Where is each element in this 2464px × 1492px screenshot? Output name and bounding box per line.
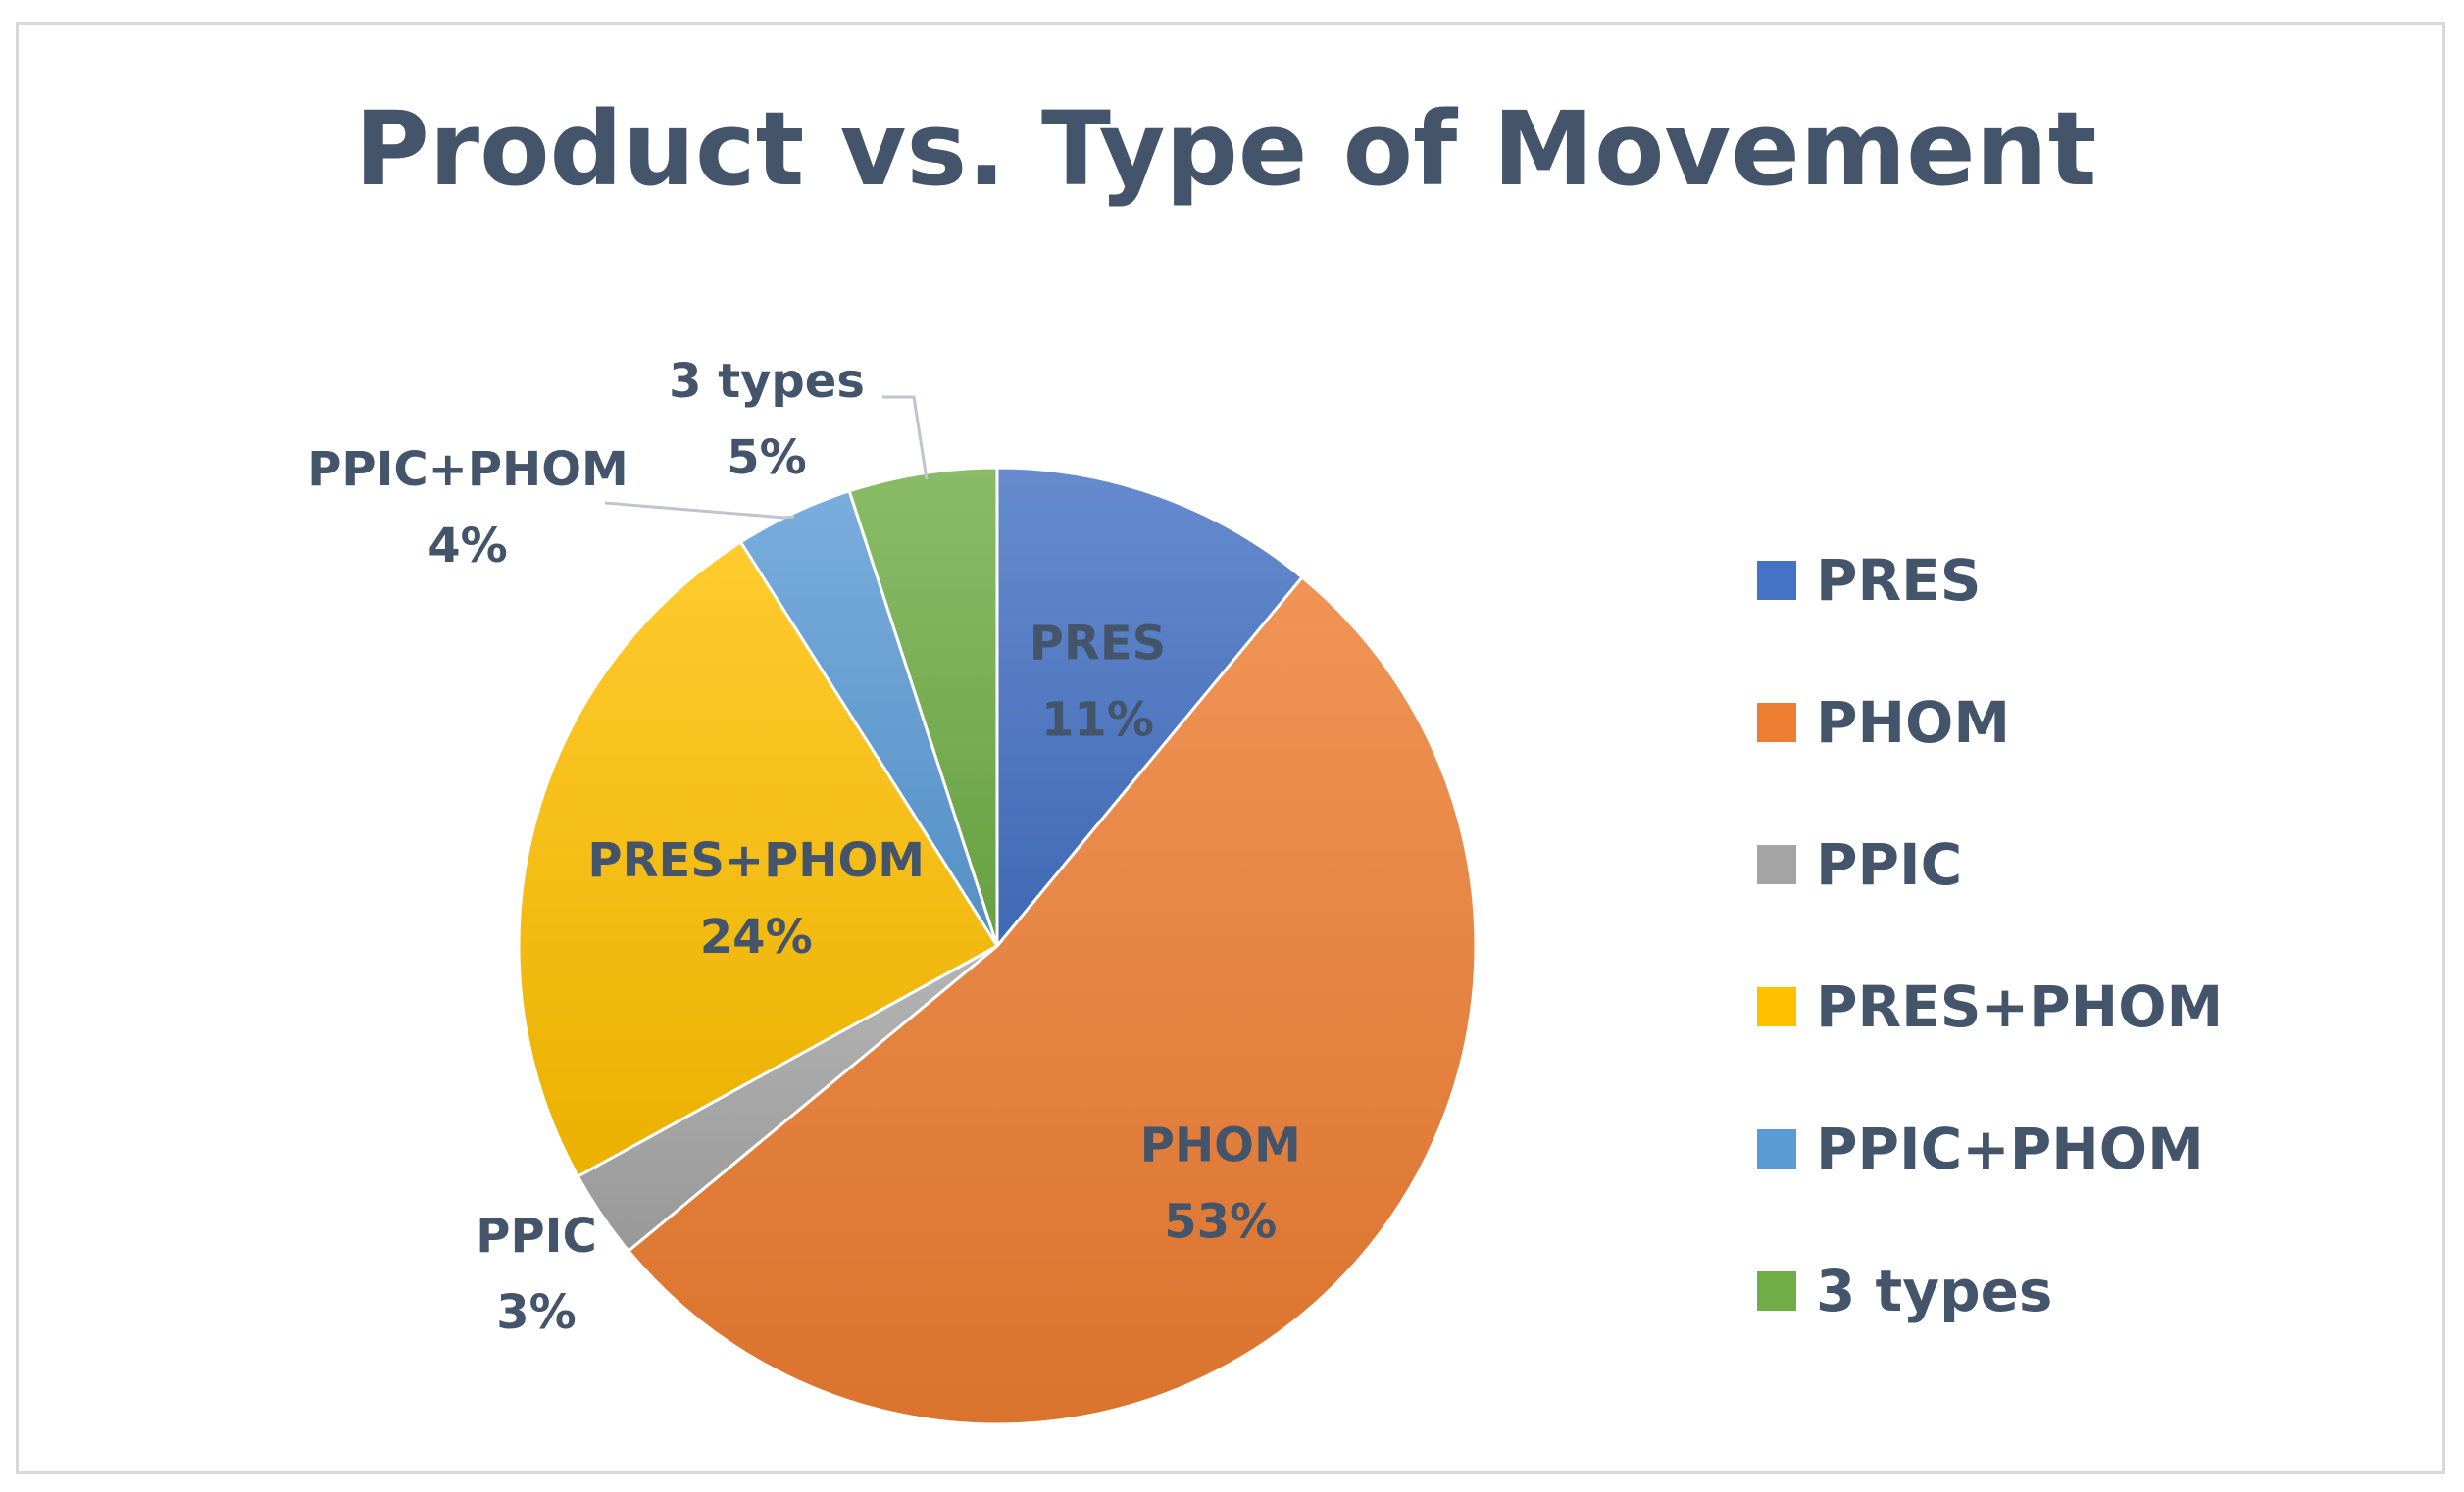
leader-line-3-types [882,395,929,480]
legend-swatch-3-types [1757,1271,1796,1311]
legend-label-ppic: PPIC [1816,831,1962,898]
data-label-value-phom: 53% [1164,1195,1277,1250]
legend-swatch-ppic [1757,845,1796,884]
legend-label-pres-phom: PRES+PHOM [1816,973,2223,1040]
legend-label-ppic-phom: PPIC+PHOM [1816,1116,2204,1182]
pie-slice-pres-phom [517,539,1000,1179]
data-labels: PRES 11% PHOM 53% PPIC 3% PRES+PHOM 24% PPIC+PHO… [307,354,1301,1340]
legend-swatch-ppic-phom [1757,1129,1796,1169]
pie-slice-phom [626,574,1478,1426]
chart-title: Product vs. Type of Movement [355,89,2097,209]
pie-slice-3-types [847,466,999,947]
data-label-name-phom: PHOM [1140,1119,1301,1173]
legend-swatch-pres [1757,561,1796,600]
leader-line-ppic-phom [604,501,795,520]
legend: PRES PHOM PPIC PRES+PHOM PPIC+PHOM 3 types [1757,547,2223,1324]
data-label-value-3-types: 5% [727,430,807,485]
legend-label-3-types: 3 types [1816,1258,2052,1324]
legend-label-phom: PHOM [1816,689,2010,756]
data-label-name-pres-phom: PRES+PHOM [587,833,925,888]
leader-lines [604,395,929,520]
legend-swatch-phom [1757,703,1796,742]
data-label-value-ppic-phom: 4% [427,519,508,573]
pie-slice-pres [995,466,1305,951]
pie-slices [517,466,1478,1426]
data-label-name-ppic-phom: PPIC+PHOM [307,442,629,497]
data-label-value-pres: 11% [1041,692,1154,747]
legend-swatch-pres-phom [1757,987,1796,1026]
data-label-name-3-types: 3 types [669,354,865,409]
legend-label-pres: PRES [1816,547,1982,614]
data-label-name-pres: PRES [1030,616,1167,671]
data-label-value-pres-phom: 24% [700,910,813,965]
data-label-name-ppic: PPIC [476,1209,596,1264]
data-label-value-ppic: 3% [496,1285,577,1340]
